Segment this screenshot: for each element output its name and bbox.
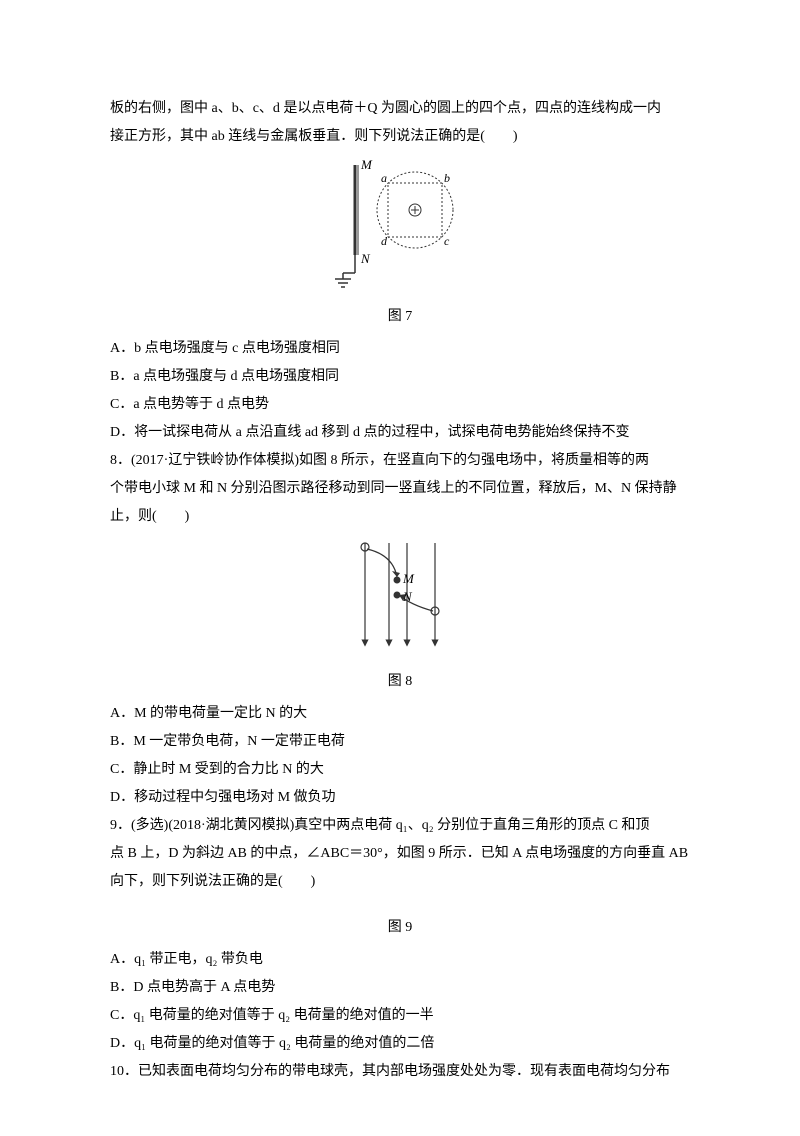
q10-number: 10． — [110, 1064, 138, 1079]
svg-text:N: N — [360, 251, 371, 266]
q8-intro-line3: 止，则( ) — [110, 503, 690, 531]
q9-option-b: B．D 点电势高于 A 点电势 — [110, 974, 690, 1002]
q9-option-a: A．q₁ 带正电，q₂ 带负电 — [110, 946, 690, 974]
q8-option-b: B．M 一定带负电荷，N 一定带正电荷 — [110, 728, 690, 756]
q7-caption: 图 7 — [110, 303, 690, 331]
q9-option-c: C．q₁ 电荷量的绝对值等于 q₂ 电荷量的绝对值的一半 — [110, 1002, 690, 1030]
q8-intro-line1: 8．(2017·辽宁铁岭协作体模拟)如图 8 所示，在竖直向下的匀强电场中，将质… — [110, 447, 690, 475]
q9-intro-line3: 向下，则下列说法正确的是( ) — [110, 868, 690, 896]
q7-option-a: A．b 点电场强度与 c 点电场强度相同 — [110, 335, 690, 363]
q7-option-c: C．a 点电势等于 d 点电势 — [110, 391, 690, 419]
q8-figure: M N — [110, 535, 690, 666]
q9-intro-line1: 9．(多选)(2018·湖北黄冈模拟)真空中两点电荷 q₁、q₂ 分别位于直角三… — [110, 812, 690, 840]
q9-option-d: D．q₁ 电荷量的绝对值等于 q₂ 电荷量的绝对值的二倍 — [110, 1030, 690, 1058]
q7-option-d: D．将一试探电荷从 a 点沿直线 ad 移到 d 点的过程中，试探电荷电势能始终… — [110, 419, 690, 447]
q8-caption: 图 8 — [110, 668, 690, 696]
svg-text:M: M — [402, 571, 415, 586]
svg-text:c: c — [444, 234, 450, 248]
q7-intro-line1: 板的右侧，图中 a、b、c、d 是以点电荷＋Q 为圆心的圆上的四个点，四点的连线… — [110, 95, 690, 123]
q8-option-c: C．静止时 M 受到的合力比 N 的大 — [110, 756, 690, 784]
q7-intro-line2: 接正方形，其中 ab 连线与金属板垂直．则下列说法正确的是( ) — [110, 123, 690, 151]
q10-intro-line1: 10．已知表面电荷均匀分布的带电球壳，其内部电场强度处处为零．现有表面电荷均匀分… — [110, 1058, 690, 1086]
svg-text:a: a — [381, 171, 387, 185]
q7-option-b: B．a 点电场强度与 d 点电场强度相同 — [110, 363, 690, 391]
svg-text:b: b — [444, 171, 450, 185]
svg-text:M: M — [360, 157, 373, 172]
q8-option-a: A．M 的带电荷量一定比 N 的大 — [110, 700, 690, 728]
svg-text:N: N — [402, 589, 413, 604]
q8-option-d: D．移动过程中匀强电场对 M 做负功 — [110, 784, 690, 812]
q8-intro-line2: 个带电小球 M 和 N 分别沿图示路径移动到同一竖直线上的不同位置，释放后，M、… — [110, 475, 690, 503]
q9-caption: 图 9 — [110, 914, 690, 942]
q9-intro-line2: 点 B 上，D 为斜边 AB 的中点，∠ABC＝30°，如图 9 所示．已知 A… — [110, 840, 690, 868]
svg-text:d: d — [381, 234, 388, 248]
q8-number: 8． — [110, 453, 131, 468]
q9-number: 9． — [110, 818, 131, 833]
q7-figure: M N a b c d — [110, 155, 690, 301]
page: 板的右侧，图中 a、b、c、d 是以点电荷＋Q 为圆心的圆上的四个点，四点的连线… — [0, 0, 800, 1136]
